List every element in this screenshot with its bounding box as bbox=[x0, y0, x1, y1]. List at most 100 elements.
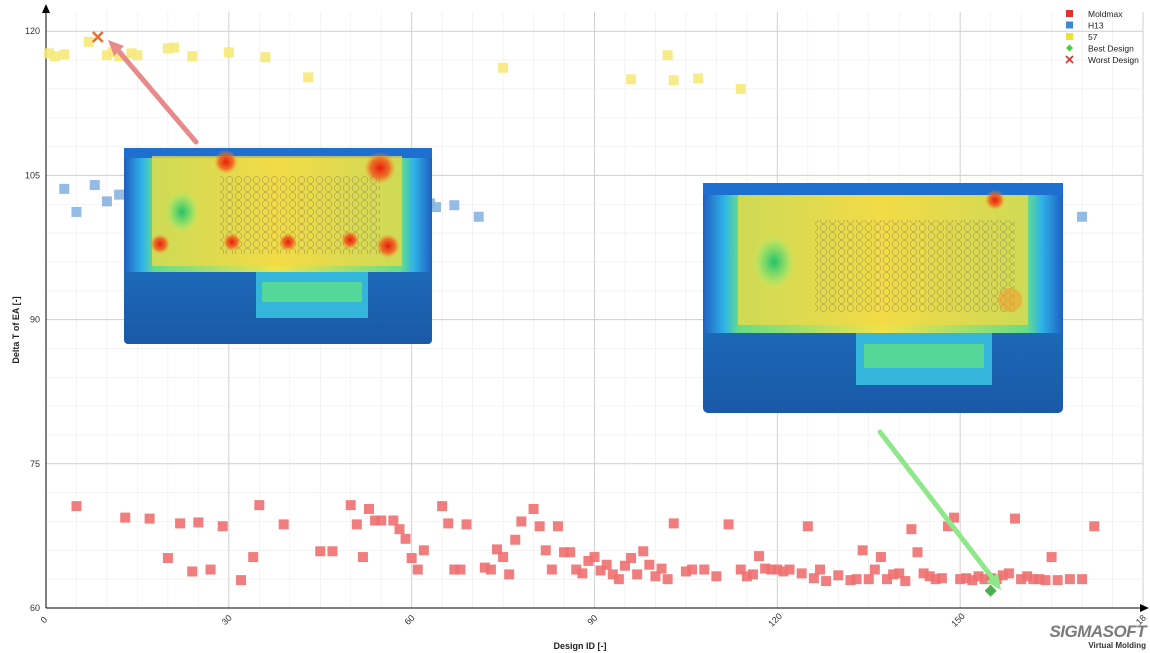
data-point bbox=[607, 569, 618, 580]
data-point bbox=[662, 50, 673, 61]
y-axis-arrow bbox=[42, 4, 50, 13]
data-point bbox=[662, 574, 673, 585]
y-tick-labels: 60 75 90 105 120 bbox=[25, 26, 40, 613]
data-point bbox=[888, 569, 899, 580]
data-point bbox=[723, 519, 734, 530]
data-point bbox=[577, 568, 588, 579]
data-point bbox=[1046, 552, 1057, 563]
data-point bbox=[303, 72, 314, 83]
data-point bbox=[857, 545, 868, 556]
data-point bbox=[821, 576, 832, 587]
data-point bbox=[626, 553, 637, 564]
data-point bbox=[772, 564, 783, 575]
data-point bbox=[1052, 575, 1063, 586]
data-point bbox=[949, 512, 960, 523]
data-point bbox=[851, 574, 862, 585]
data-point bbox=[71, 206, 82, 217]
data-point bbox=[967, 575, 978, 586]
data-point bbox=[869, 564, 880, 575]
data-point bbox=[540, 545, 551, 556]
data-point bbox=[601, 559, 612, 570]
data-point bbox=[845, 575, 856, 586]
data-point bbox=[479, 562, 490, 573]
data-point bbox=[912, 547, 923, 558]
x-axis-arrow bbox=[1140, 604, 1149, 612]
data-point bbox=[248, 552, 259, 563]
data-point bbox=[802, 521, 813, 532]
data-point bbox=[961, 573, 972, 584]
y-tick-label: 120 bbox=[25, 26, 40, 36]
data-point bbox=[491, 544, 502, 555]
data-point bbox=[973, 571, 984, 582]
data-point bbox=[461, 519, 472, 530]
data-point bbox=[650, 571, 661, 582]
data-point bbox=[1016, 574, 1027, 585]
data-point bbox=[437, 501, 448, 512]
y-tick-label: 105 bbox=[25, 170, 40, 180]
data-point bbox=[735, 564, 746, 575]
data-point bbox=[906, 524, 917, 535]
data-point bbox=[936, 573, 947, 584]
data-point bbox=[534, 521, 545, 532]
brand-name: SIGMASOFT bbox=[1049, 622, 1146, 641]
data-point bbox=[44, 48, 55, 59]
data-point bbox=[711, 571, 722, 582]
data-point bbox=[217, 521, 228, 532]
brand-tagline: Virtual Molding bbox=[1088, 641, 1146, 650]
x-tick-labels: 0 30 60 90 120 150 18 bbox=[39, 611, 1148, 629]
data-point bbox=[979, 574, 990, 585]
legend-label: Moldmax bbox=[1088, 9, 1123, 19]
best-design-arrow bbox=[877, 429, 1001, 590]
data-point bbox=[327, 546, 338, 557]
worst-design-mold-image bbox=[124, 148, 432, 344]
data-point bbox=[485, 564, 496, 575]
data-point bbox=[559, 547, 570, 558]
worst-design-arrow bbox=[108, 40, 199, 145]
data-point bbox=[900, 576, 911, 587]
data-point bbox=[1022, 571, 1033, 582]
legend-label: Best Design bbox=[1088, 44, 1134, 54]
data-point bbox=[693, 73, 704, 84]
data-point bbox=[114, 189, 125, 200]
legend-marker bbox=[1066, 33, 1073, 40]
axes bbox=[42, 4, 1149, 612]
data-point bbox=[619, 560, 630, 571]
data-point bbox=[364, 503, 375, 514]
data-point bbox=[504, 569, 515, 580]
data-point bbox=[71, 501, 82, 512]
data-point bbox=[120, 512, 131, 523]
data-point bbox=[168, 42, 179, 53]
data-point bbox=[930, 574, 941, 585]
data-point bbox=[546, 564, 557, 575]
data-point bbox=[418, 545, 429, 556]
data-point bbox=[223, 47, 234, 58]
data-point bbox=[565, 547, 576, 558]
data-point bbox=[449, 564, 460, 575]
data-point bbox=[894, 568, 905, 579]
data-point bbox=[254, 500, 265, 511]
x-axis-title: Design ID [-] bbox=[554, 641, 607, 651]
data-point bbox=[680, 566, 691, 577]
data-point bbox=[162, 43, 173, 54]
data-point bbox=[83, 36, 94, 47]
data-point bbox=[351, 519, 362, 530]
data-point bbox=[498, 62, 509, 73]
data-point bbox=[278, 519, 289, 530]
data-point bbox=[205, 564, 216, 575]
legend-label: Worst Design bbox=[1088, 55, 1139, 65]
data-point bbox=[626, 74, 637, 85]
data-point bbox=[875, 552, 886, 563]
data-point bbox=[595, 565, 606, 576]
data-point bbox=[388, 515, 399, 526]
y-tick-label: 60 bbox=[30, 603, 40, 613]
data-point bbox=[552, 521, 563, 532]
legend-marker bbox=[1066, 44, 1073, 52]
x-tick-label: 30 bbox=[220, 613, 234, 627]
data-point bbox=[50, 51, 61, 62]
data-point bbox=[760, 563, 771, 574]
data-point bbox=[175, 518, 186, 529]
data-point bbox=[59, 183, 70, 194]
data-point bbox=[101, 50, 112, 61]
data-point bbox=[784, 564, 795, 575]
data-point bbox=[754, 551, 765, 562]
